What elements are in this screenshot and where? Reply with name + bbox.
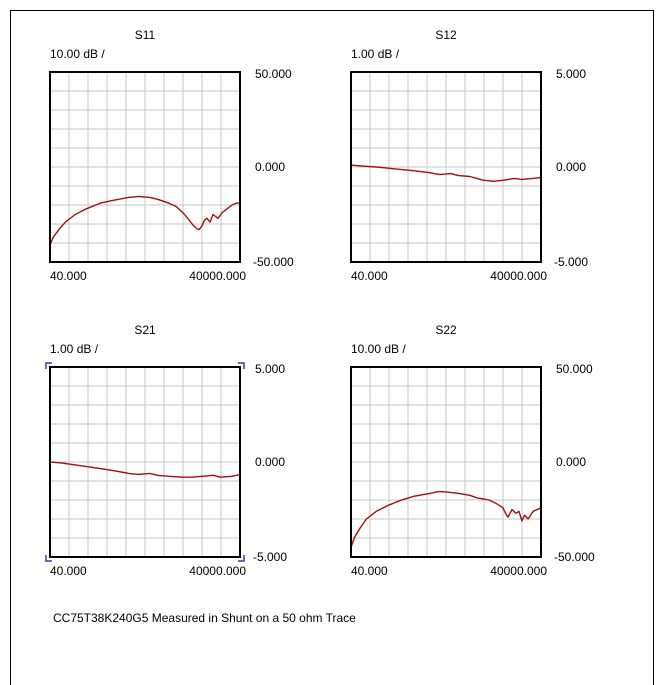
y-tick-label: 0.000 (255, 160, 285, 174)
y-tick-label: -50.000 (554, 550, 595, 564)
footer-caption: CC75T38K240G5 Measured in Shunt on a 50 … (53, 611, 356, 625)
chart-title: S22 (435, 323, 457, 337)
chart-title: S21 (134, 323, 156, 337)
y-tick-label: 5.000 (556, 67, 586, 81)
scale-label: 1.00 dB / (50, 342, 99, 356)
chart-title: S12 (435, 28, 457, 42)
chart-title: S11 (135, 28, 156, 42)
chart-s11 (49, 71, 241, 263)
x-tick-label: 40000.000 (189, 564, 246, 578)
scale-label: 1.00 dB / (351, 47, 400, 61)
y-tick-label: 0.000 (556, 455, 586, 469)
y-tick-label: -5.000 (554, 255, 588, 269)
series-trace (350, 164, 542, 183)
y-tick-label: 50.000 (255, 67, 292, 81)
y-tick-label: -5.000 (253, 550, 287, 564)
y-tick-label: 50.000 (556, 362, 593, 376)
chart-s12 (350, 71, 542, 263)
scale-label: 10.00 dB / (351, 342, 406, 356)
x-tick-label: 40000.000 (490, 564, 547, 578)
chart-s21 (45, 362, 245, 562)
plot-border (49, 71, 241, 263)
y-tick-label: 0.000 (255, 455, 285, 469)
series-trace (49, 195, 240, 246)
series-trace (350, 490, 542, 548)
x-tick-label: 40000.000 (189, 269, 246, 283)
y-tick-label: 5.000 (255, 362, 285, 376)
scale-label: 10.00 dB / (50, 47, 105, 61)
selection-corner-marker (45, 362, 245, 562)
x-tick-label: 40.000 (50, 564, 87, 578)
x-tick-label: 40.000 (351, 564, 388, 578)
x-tick-label: 40000.000 (490, 269, 547, 283)
x-tick-label: 40.000 (351, 269, 388, 283)
chart-frame (10, 10, 654, 685)
plot-border (350, 366, 542, 558)
plot-border (350, 71, 542, 263)
plot-border (49, 366, 241, 558)
x-tick-label: 40.000 (50, 269, 87, 283)
y-tick-label: -50.000 (253, 255, 294, 269)
y-tick-label: 0.000 (556, 160, 586, 174)
series-trace (49, 461, 241, 478)
chart-s22 (350, 366, 542, 558)
